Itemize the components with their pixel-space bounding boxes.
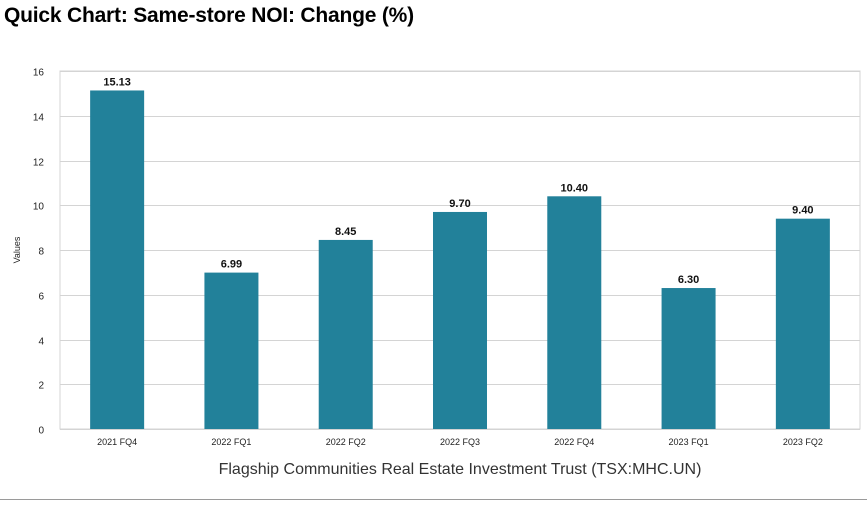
bar (433, 211, 487, 429)
y-tick-label: 8 (38, 247, 44, 258)
y-tick-label: 0 (38, 426, 44, 437)
x-tick-label: 2022 FQ2 (326, 437, 366, 447)
x-tick-label: 2022 FQ1 (211, 437, 251, 447)
y-tick-label: 14 (33, 113, 45, 124)
bar (547, 196, 602, 429)
company-name: Flagship Communities Real Estate Investm… (218, 461, 702, 478)
data-label: 10.40 (561, 182, 589, 194)
y-tick-label: 6 (38, 292, 44, 303)
x-tick-label: 2023 FQ2 (783, 437, 823, 447)
x-tick-label: 2021 FQ4 (97, 437, 137, 447)
data-label: 8.45 (335, 226, 356, 238)
y-tick-label: 2 (38, 381, 44, 392)
page-title: Quick Chart: Same-store NOI: Change (%) (4, 4, 414, 27)
data-label: 9.40 (792, 205, 813, 217)
bottom-divider (0, 499, 867, 500)
bar (318, 239, 373, 429)
bar (90, 90, 145, 429)
y-axis-label: Values (12, 236, 22, 263)
y-tick-label: 4 (38, 337, 44, 348)
x-tick-label: 2023 FQ1 (669, 437, 709, 447)
x-tick-label: 2022 FQ3 (440, 437, 480, 447)
bar (661, 288, 716, 429)
y-tick-label: 16 (33, 68, 45, 79)
data-label: 6.99 (221, 259, 242, 271)
bar (775, 218, 830, 429)
bar (204, 272, 259, 429)
y-tick-label: 10 (33, 202, 45, 213)
data-label: 6.30 (678, 274, 699, 286)
data-label: 9.70 (449, 198, 470, 210)
y-tick-label: 12 (33, 158, 45, 169)
data-label: 15.13 (103, 76, 131, 88)
x-tick-label: 2022 FQ4 (554, 437, 594, 447)
